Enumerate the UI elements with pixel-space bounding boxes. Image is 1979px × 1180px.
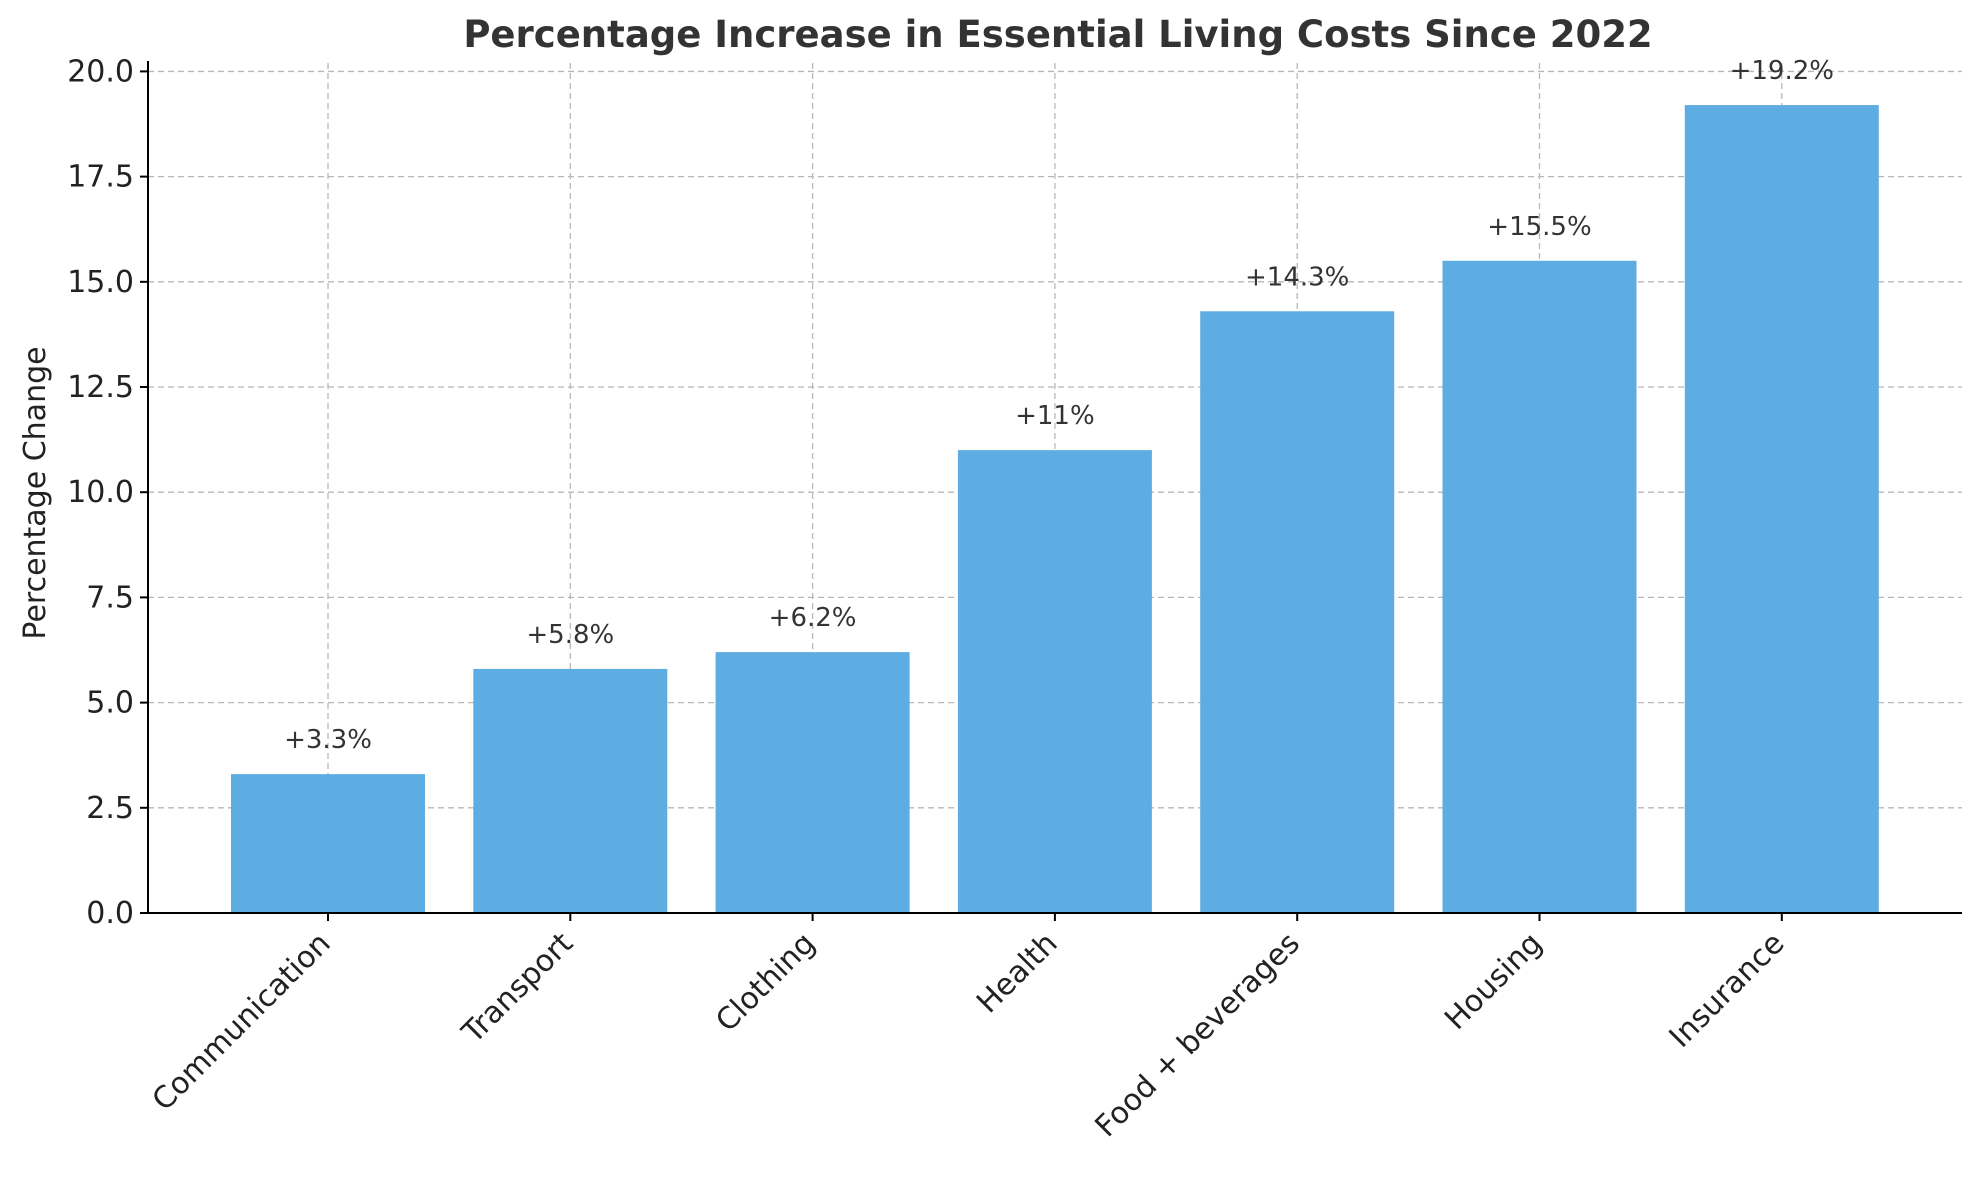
- data-labels: +3.3% +5.8% +6.2% +11% +14.3% +15.5% +19.2%: [284, 56, 1834, 755]
- y-tick-label: 15.0: [67, 265, 134, 300]
- x-tick-label: Food + beverages: [1089, 926, 1307, 1144]
- bar: [231, 774, 425, 913]
- y-tick-label: 10.0: [67, 475, 134, 510]
- bar: [1442, 260, 1637, 913]
- data-label: +3.3%: [284, 725, 372, 755]
- data-label: +6.2%: [769, 603, 857, 633]
- bar: [1200, 311, 1395, 913]
- data-label: +19.2%: [1730, 56, 1834, 86]
- y-tick-label: 0.0: [86, 896, 134, 931]
- bar: [473, 668, 668, 913]
- y-axis-ticks: 0.0 2.5 5.0 7.5 10.0 12.5 15.0 17.5 20.0: [67, 54, 148, 931]
- data-label: +14.3%: [1245, 262, 1349, 292]
- data-label: +11%: [1015, 401, 1095, 431]
- y-tick-label: 12.5: [67, 370, 134, 405]
- x-tick-label: Clothing: [709, 926, 822, 1039]
- y-tick-label: 20.0: [67, 54, 134, 89]
- x-tick-label: Insurance: [1663, 926, 1792, 1055]
- x-tick-label: Health: [970, 926, 1064, 1020]
- y-tick-label: 2.5: [86, 791, 134, 826]
- bar: [715, 652, 910, 913]
- chart-title: Percentage Increase in Essential Living …: [463, 13, 1652, 56]
- x-tick-label: Communication: [146, 926, 338, 1118]
- y-tick-label: 5.0: [86, 686, 134, 721]
- y-tick-label: 7.5: [86, 580, 134, 615]
- x-axis-ticks: Communication Transport Clothing Health Food…: [146, 913, 1792, 1144]
- y-axis-label: Percentage Change: [18, 346, 53, 639]
- bar: [957, 450, 1152, 913]
- y-tick-label: 17.5: [67, 160, 134, 195]
- data-label: +5.8%: [526, 620, 614, 650]
- x-tick-label: Housing: [1438, 926, 1549, 1037]
- data-label: +15.5%: [1487, 212, 1591, 242]
- x-tick-label: Transport: [455, 926, 580, 1051]
- bars: [231, 105, 1879, 913]
- bar: [1684, 105, 1879, 913]
